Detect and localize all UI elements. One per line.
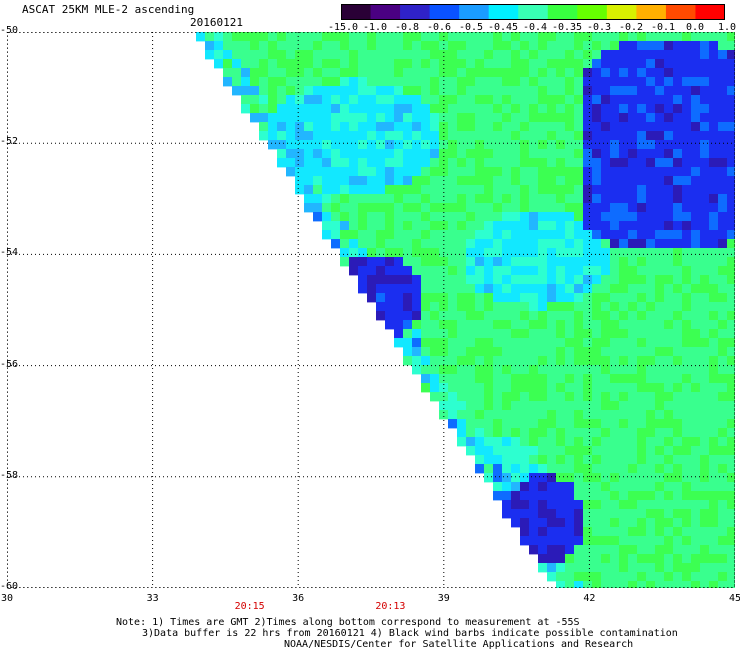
- product-date: 20160121: [190, 16, 243, 29]
- colorbar-segment: [665, 4, 696, 20]
- colorbar-label: -0.4: [522, 22, 548, 33]
- swath-map: [7, 32, 735, 588]
- product-title: ASCAT 25KM MLE-2 ascending: [22, 3, 195, 16]
- longitude-label: 33: [146, 593, 159, 604]
- latitude-label: -60: [0, 581, 19, 592]
- colorbar-label: -0.45: [487, 22, 519, 33]
- colorbar-label: -0.35: [551, 22, 583, 33]
- footnote-line-3: NOAA/NESDIS/Center for Satellite Applica…: [284, 639, 634, 650]
- colorbar-segment: [636, 4, 667, 20]
- longitude-label: 42: [583, 593, 596, 604]
- footnote: Note: 1) Times are GMT 2)Times along bot…: [116, 617, 678, 650]
- colorbar-label: -1.0: [362, 22, 388, 33]
- colorbar-segment: [577, 4, 608, 20]
- colorbar-label: -0.6: [426, 22, 452, 33]
- longitude-label: 39: [437, 593, 450, 604]
- colorbar-segment: [488, 4, 519, 20]
- colorbar-segment: [695, 4, 725, 20]
- colorbar-label: 1.0: [717, 22, 737, 33]
- colorbar-label: -15.0: [327, 22, 359, 33]
- colorbar: [341, 4, 725, 20]
- latitude-label: -52: [0, 136, 19, 148]
- longitude-label: 45: [728, 593, 740, 604]
- colorbar-label: -0.2: [618, 22, 644, 33]
- graticule: [7, 32, 735, 588]
- colorbar-label: -0.8: [394, 22, 420, 33]
- latitude-label: -50: [0, 25, 19, 36]
- colorbar-segment: [370, 4, 401, 20]
- latitude-label: -54: [0, 247, 19, 259]
- colorbar-label: -0.3: [586, 22, 612, 33]
- footnote-line-1: Note: 1) Times are GMT 2)Times along bot…: [116, 617, 580, 628]
- time-label: 20:13: [375, 601, 406, 612]
- colorbar-segment: [518, 4, 549, 20]
- time-label: 20:15: [234, 601, 265, 612]
- footnote-line-2: 3)Data buffer is 22 hrs from 20160121 4)…: [142, 628, 678, 639]
- colorbar-label: -0.5: [458, 22, 484, 33]
- latitude-label: -56: [0, 358, 19, 370]
- longitude-label: 36: [292, 593, 305, 604]
- wind-cells: [196, 32, 735, 588]
- colorbar-segment: [606, 4, 637, 20]
- colorbar-segment: [429, 4, 460, 20]
- latitude-label: -58: [0, 469, 19, 481]
- map-frame: [7, 32, 735, 588]
- colorbar-segment: [400, 4, 431, 20]
- colorbar-segment: [547, 4, 578, 20]
- longitude-label: 30: [0, 593, 14, 604]
- colorbar-label: 0.0: [685, 22, 705, 33]
- colorbar-label: -0.1: [650, 22, 676, 33]
- colorbar-segment: [341, 4, 372, 20]
- colorbar-segment: [459, 4, 490, 20]
